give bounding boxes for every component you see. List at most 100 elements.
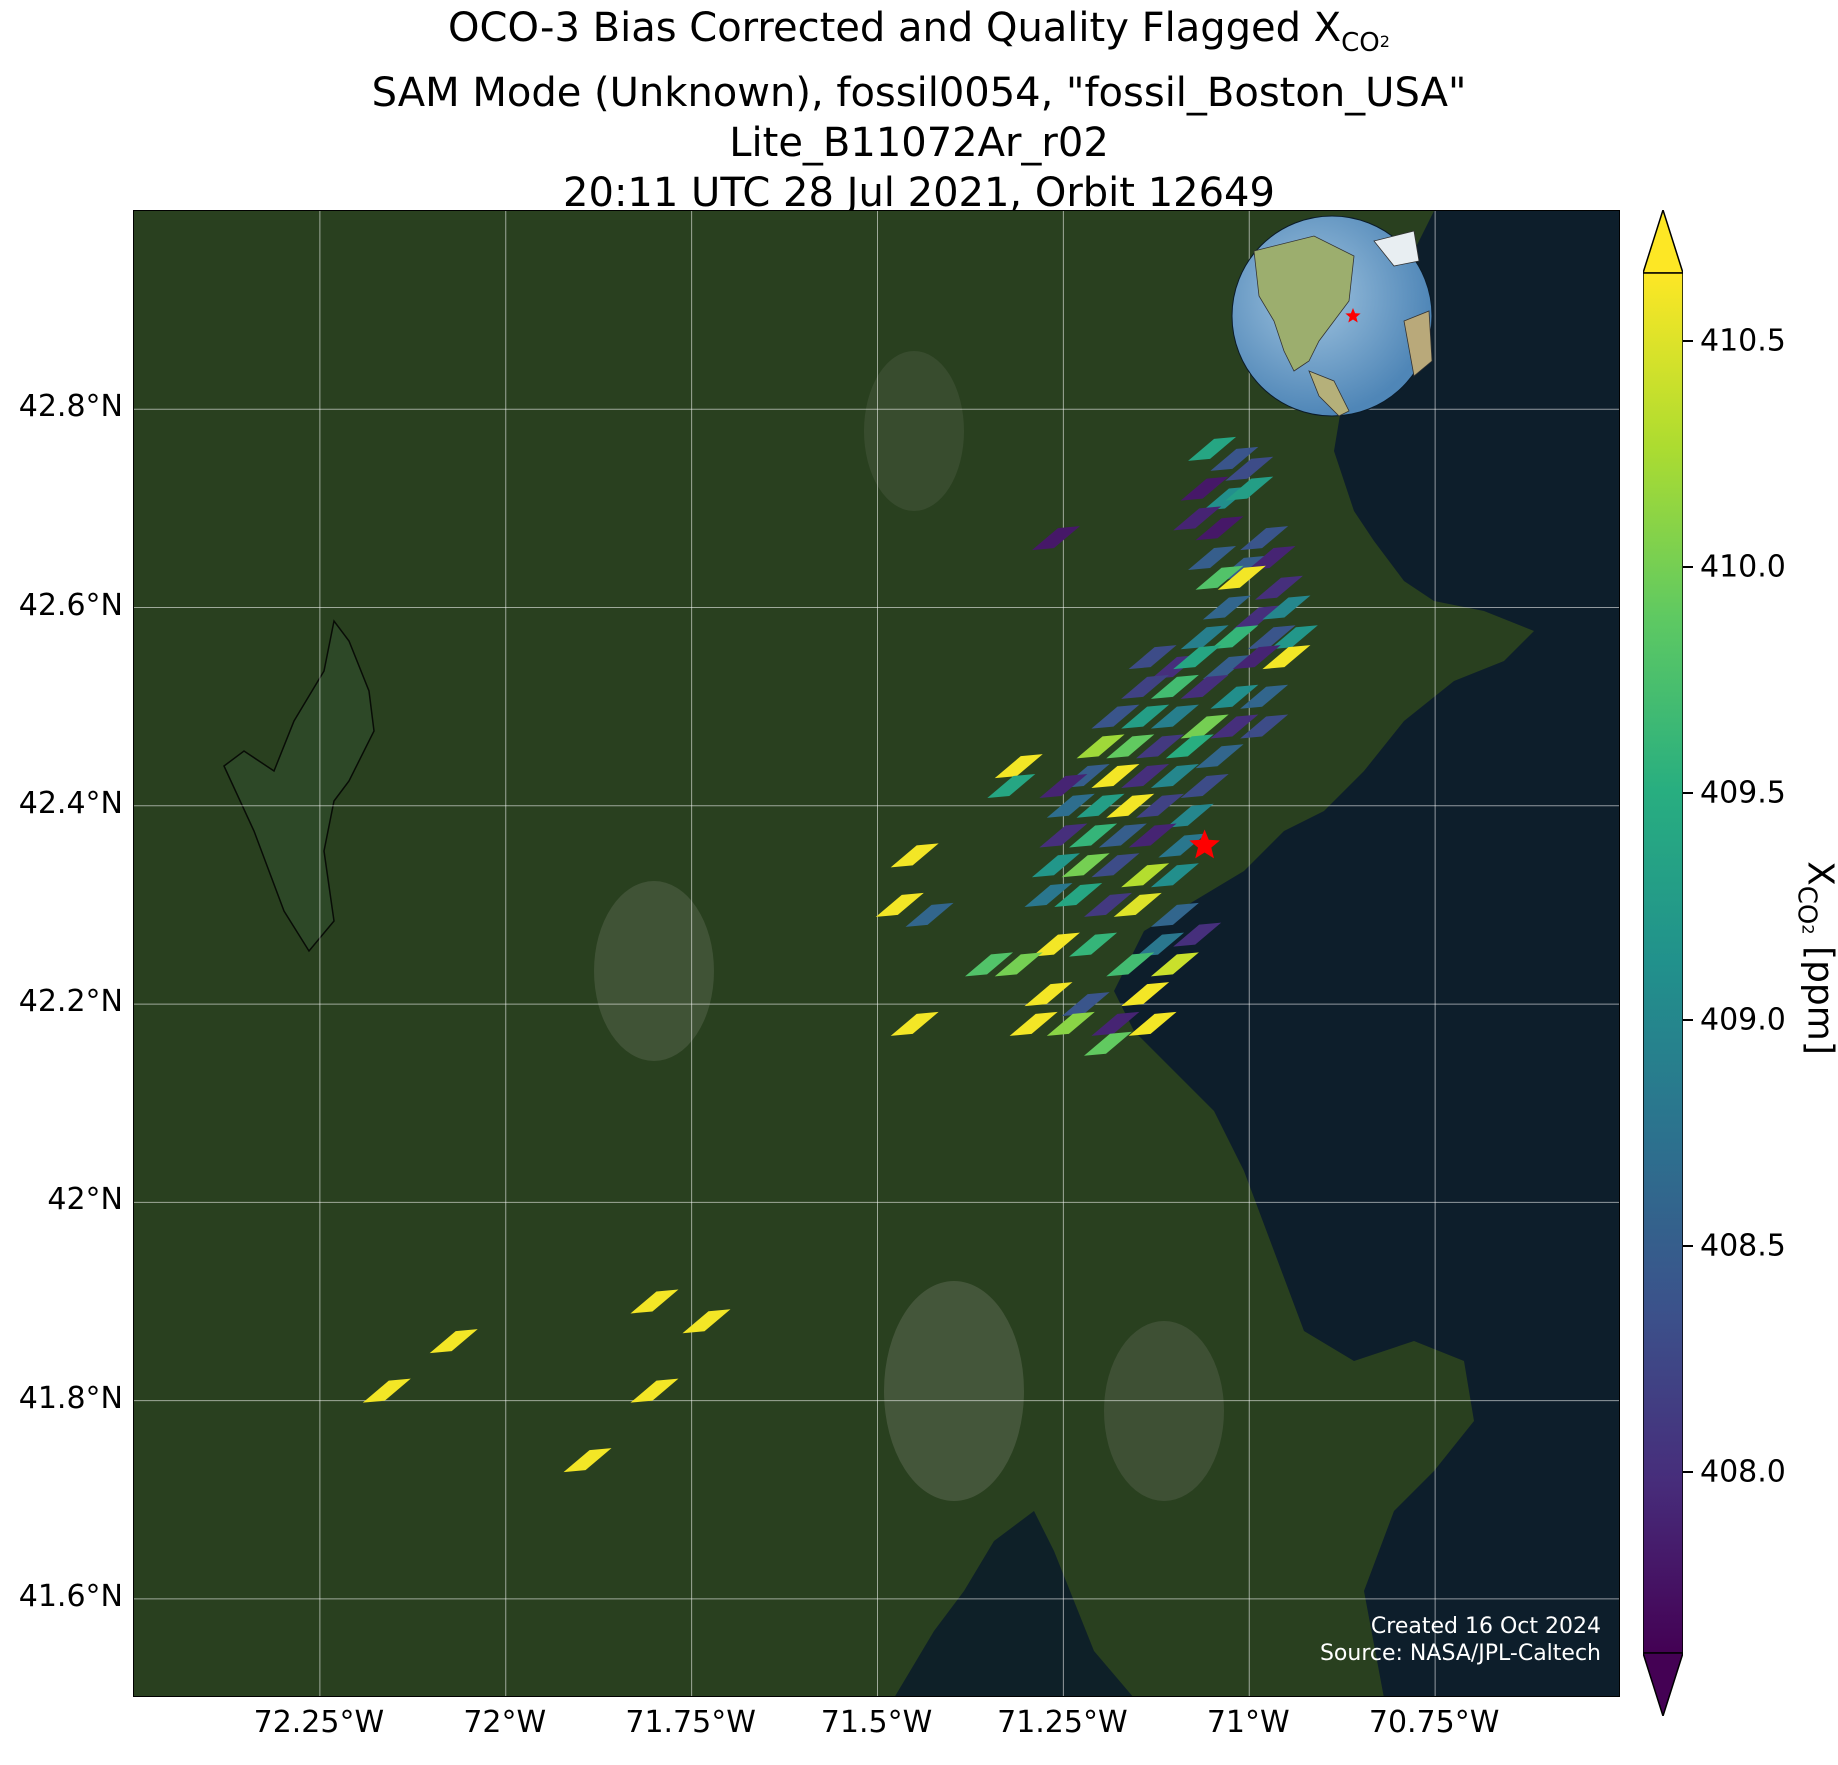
sounding-pixel: [1210, 446, 1259, 471]
credit-created: Created 16 Oct 2024: [1370, 1614, 1601, 1639]
title-subscript: CO: [1341, 28, 1380, 58]
sounding-pixel: [1031, 853, 1080, 878]
sounding-pixel: [1247, 625, 1296, 650]
sounding-pixel: [1232, 605, 1281, 630]
longitude-tick-label: 71°W: [1206, 1705, 1290, 1740]
colorbar-label-unit: [ppm]: [1799, 934, 1838, 1055]
sounding-pixel: [1136, 793, 1185, 818]
sounding-pixel: [563, 1448, 612, 1473]
sounding-pixel: [362, 1378, 411, 1403]
sounding-pixel: [1262, 645, 1311, 670]
sounding-pixel: [1262, 595, 1311, 620]
sounding-pixel: [1069, 823, 1118, 848]
graticule: [134, 211, 1619, 1696]
sounding-pixel: [1210, 684, 1259, 709]
sounding-pixel: [1158, 833, 1207, 858]
sounding-pixel: [1128, 1011, 1177, 1036]
longitude-tick-label: 71.25°W: [997, 1705, 1128, 1740]
sounding-pixel: [1180, 674, 1229, 699]
sounding-pixel: [1113, 892, 1162, 917]
sounding-pixel: [1217, 565, 1266, 590]
latitude-tick-label: 41.8°N: [18, 1380, 123, 1416]
sounding-pixel: [1225, 476, 1274, 501]
sounding-pixel: [1180, 773, 1229, 798]
sounding-pixel: [1165, 803, 1214, 828]
sounding-pixel: [1121, 674, 1170, 699]
sounding-pixel: [890, 843, 939, 868]
sounding-pixel: [1046, 793, 1095, 818]
figure-title: OCO-3 Bias Corrected and Quality Flagged…: [0, 0, 1838, 218]
credit-source: Source: NASA/JPL-Caltech: [1319, 1641, 1601, 1666]
map-canvas: [134, 211, 1619, 1696]
sounding-pixel: [1254, 575, 1303, 600]
colorbar: [1643, 210, 1683, 1716]
colorbar-max-extend: [1643, 210, 1683, 274]
colorbar-label-x: X: [1799, 861, 1838, 886]
sounding-pixels: [362, 436, 1318, 1473]
sounding-pixel: [1188, 436, 1237, 461]
sounding-pixel: [1128, 823, 1177, 848]
longitude-tick-label: 71.5°W: [820, 1705, 933, 1740]
sounding-pixel: [1106, 952, 1155, 977]
title-line-2: SAM Mode (Unknown), fossil0054, "fossil_…: [371, 70, 1467, 116]
colorbar-tick-label: 410.5: [1700, 323, 1786, 359]
globe-locator-icon: [1231, 215, 1433, 417]
colorbar-min-extend: [1643, 1652, 1683, 1716]
sounding-pixel: [1121, 764, 1170, 789]
sounding-pixel: [1247, 545, 1296, 570]
colorbar-tick: [1683, 1471, 1693, 1474]
sounding-pixel: [630, 1289, 679, 1314]
sounding-pixel: [1240, 526, 1289, 551]
sounding-pixel: [1195, 565, 1244, 590]
sounding-pixel: [1232, 645, 1281, 670]
sounding-pixel: [1173, 506, 1222, 531]
sounding-pixel: [1039, 823, 1088, 848]
colorbar-tick: [1683, 566, 1693, 569]
sounding-pixel: [682, 1309, 731, 1334]
urban-area: [1104, 1321, 1224, 1501]
sounding-pixel: [630, 1378, 679, 1403]
colorbar-tick-label: 409.5: [1700, 775, 1786, 811]
longitude-tick-label: 72°W: [463, 1705, 547, 1740]
sounding-pixel: [1121, 863, 1170, 888]
longitude-tick-label: 71.75°W: [625, 1705, 756, 1740]
sounding-pixel: [994, 952, 1043, 977]
title-line-4: 20:11 UTC 28 Jul 2021, Orbit 12649: [563, 170, 1275, 216]
colorbar-tick: [1683, 1244, 1693, 1247]
colorbar-label: XCO2 [ppm]: [1792, 861, 1838, 1055]
sounding-pixel: [1076, 734, 1125, 759]
sounding-pixel: [1046, 1011, 1095, 1036]
sounding-pixel: [1039, 773, 1088, 798]
sounding-pixel: [1188, 545, 1237, 570]
sounding-pixel: [1269, 625, 1318, 650]
colorbar-tick: [1683, 339, 1693, 342]
sounding-pixel: [1150, 674, 1199, 699]
sounding-pixel: [1180, 476, 1229, 501]
latitude-tick-label: 42.2°N: [18, 984, 123, 1020]
map-panel[interactable]: Created 16 Oct 2024 Source: NASA/JPL-Cal…: [133, 210, 1620, 1697]
sounding-pixel: [1083, 1031, 1132, 1056]
sounding-pixel: [1091, 764, 1140, 789]
sounding-pixel: [1083, 892, 1132, 917]
sounding-pixel: [1202, 655, 1251, 680]
title-line-1: OCO-3 Bias Corrected and Quality Flagged…: [448, 5, 1342, 51]
title-subscript-2: 2: [1379, 32, 1390, 51]
sounding-pixel: [905, 902, 954, 927]
latitude-tick-label: 42.4°N: [18, 785, 123, 821]
sounding-pixel: [1061, 853, 1110, 878]
sounding-pixel: [1024, 883, 1073, 908]
colorbar-gradient: [1643, 272, 1683, 1654]
sounding-pixel: [1076, 793, 1125, 818]
title-line-3: Lite_B11072Ar_r02: [729, 120, 1109, 166]
sounding-pixel: [1136, 734, 1185, 759]
sounding-pixel: [1195, 516, 1244, 541]
sounding-pixel: [1150, 902, 1199, 927]
colorbar-tick: [1683, 792, 1693, 795]
sounding-pixel: [1202, 595, 1251, 620]
longitude-tick-label: 70.75°W: [1368, 1705, 1500, 1740]
colorbar-tick-label: 410.0: [1700, 549, 1786, 585]
sounding-pixel: [987, 773, 1036, 798]
latitude-tick-label: 42.6°N: [18, 587, 123, 623]
sounding-pixel: [1054, 883, 1103, 908]
sounding-pixel: [1031, 932, 1080, 957]
